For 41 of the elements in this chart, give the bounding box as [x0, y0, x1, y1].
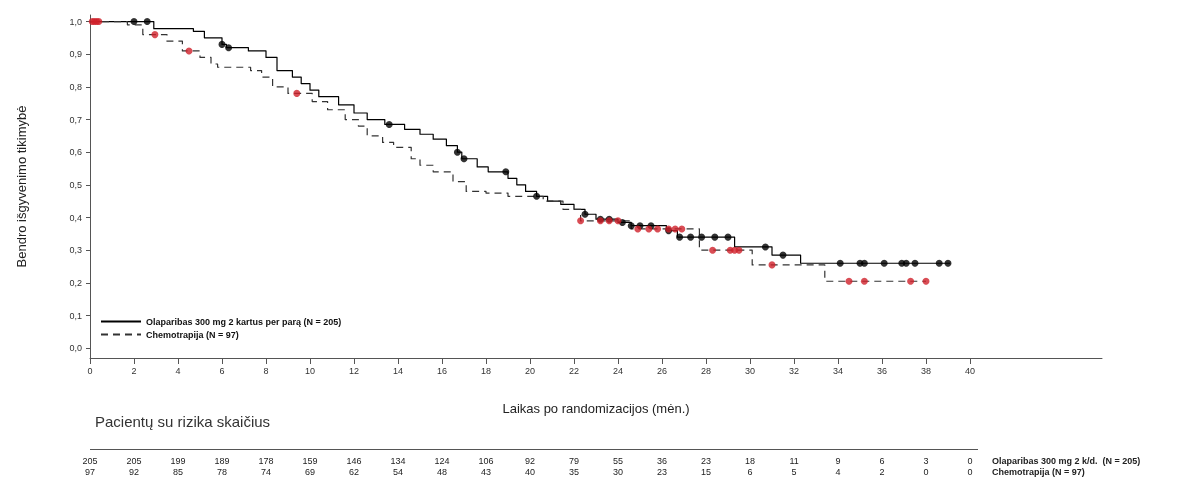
x-tick-label: 28: [700, 365, 712, 376]
y-tick-label: 1,0: [69, 16, 82, 27]
x-tick-label: 10: [304, 365, 316, 376]
x-tick-label: 14: [392, 365, 404, 376]
x-tick-label: 2: [131, 365, 137, 376]
text: 97 92 85 78 74 69 62 54 48 43 40 35 30 23 15 6 5 4 2 0 0: [85, 467, 973, 477]
legend-label: Olaparibas 300 mg 2 kartus per parą (N = 205): [146, 316, 342, 327]
x-tick-label: 4: [175, 365, 181, 376]
x-tick-label: 6: [219, 365, 225, 376]
x-tick-label: 26: [656, 365, 668, 376]
x-tick-label: 0: [87, 365, 93, 376]
y-tick-label: 0,8: [69, 81, 82, 92]
y-tick-label: 0,2: [69, 277, 82, 288]
x-axis-title: Laikas po randomizacijos (mėn.): [502, 401, 690, 416]
x-tick-label: 16: [436, 365, 448, 376]
y-tick-label: 0,0: [69, 343, 82, 354]
x-tick-label: 24: [612, 365, 624, 376]
x-tick-label: 34: [832, 365, 844, 376]
x-tick-label: 20: [524, 365, 536, 376]
x-tick-label: 8: [263, 365, 269, 376]
x-tick-label: 38: [920, 365, 932, 376]
text: Pacientų su rizika skaičius: [95, 413, 271, 430]
y-tick-label: 0,9: [69, 49, 82, 60]
text: Olaparibas 300 mg 2 k/d. (N = 205): [992, 456, 1141, 466]
y-tick-label: 0,4: [69, 212, 82, 223]
x-tick-label: 36: [876, 365, 888, 376]
x-tick-label: 32: [788, 365, 800, 376]
y-tick-label: 0,1: [69, 310, 82, 321]
x-tick-label: 18: [480, 365, 492, 376]
y-tick-label: 0,3: [69, 245, 82, 256]
x-tick-label: 30: [744, 365, 756, 376]
y-tick-label: 0,5: [69, 179, 82, 190]
x-tick-label: 22: [568, 365, 580, 376]
y-tick-label: 0,6: [69, 147, 82, 158]
legend-label: Chemotrapija (N = 97): [146, 329, 239, 340]
text: 205 205 199 189 178 159 146 134 124 106 92 79 55 36 23 18 11 9 6 3 0: [82, 456, 973, 466]
y-axis-title: Bendro išgyvenimo tikimybė: [14, 105, 29, 268]
text: Chemotrapija (N = 97): [992, 467, 1085, 477]
x-tick-label: 12: [348, 365, 360, 376]
x-tick-label: 40: [964, 365, 976, 376]
y-tick-label: 0,7: [69, 114, 82, 125]
